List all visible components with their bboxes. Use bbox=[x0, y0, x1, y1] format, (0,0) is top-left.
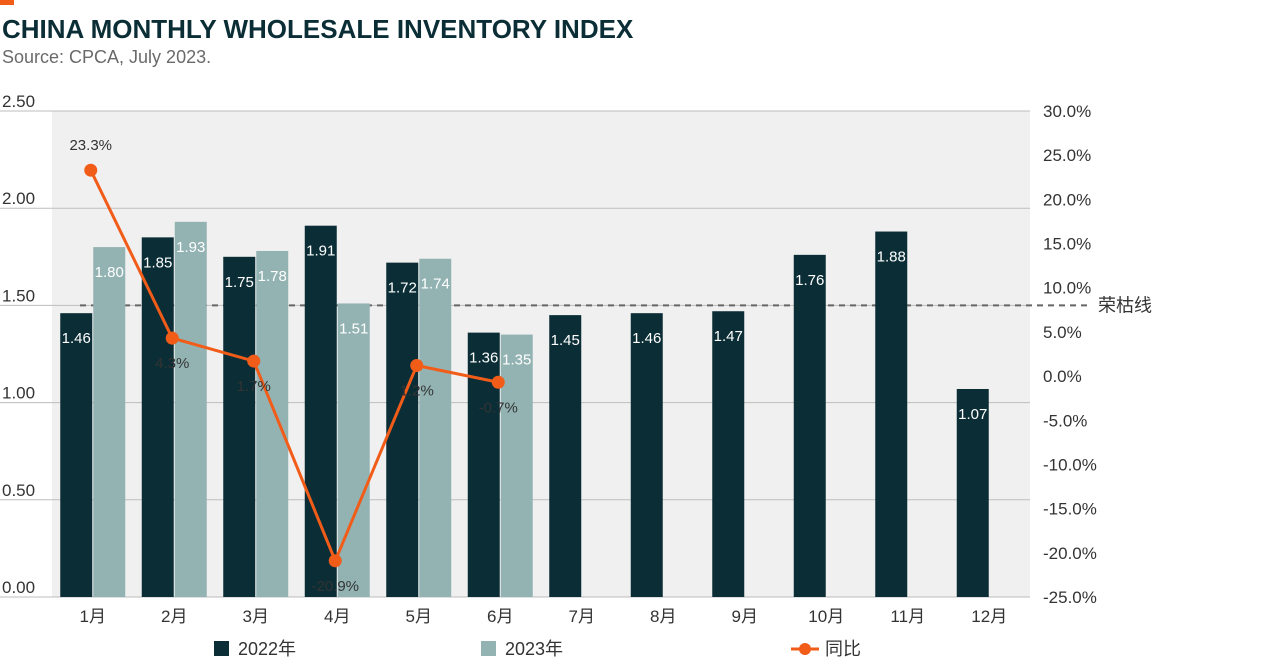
yoy-label: -20.9% bbox=[311, 578, 359, 595]
x-category-label: 5月 bbox=[406, 607, 432, 626]
bar-2023 bbox=[500, 334, 533, 597]
bar-2022 bbox=[141, 237, 174, 598]
y-right-tick-label: 20.0% bbox=[1043, 190, 1091, 209]
x-category-label: 2月 bbox=[161, 607, 187, 626]
yoy-label: 1.7% bbox=[237, 378, 271, 395]
yoy-label: 1.2% bbox=[400, 382, 434, 399]
bar-2022-label: 1.46 bbox=[62, 330, 91, 347]
x-category-label: 9月 bbox=[732, 607, 758, 626]
y-left-tick-label: 0.00 bbox=[2, 578, 35, 597]
bar-2023-label: 1.74 bbox=[421, 276, 450, 293]
y-right-tick-label: 0.0% bbox=[1043, 367, 1082, 386]
bar-2023-label: 1.51 bbox=[339, 320, 368, 337]
bar-2022 bbox=[223, 256, 256, 597]
bar-2023 bbox=[256, 250, 289, 597]
bar-2022 bbox=[630, 313, 663, 597]
legend-label-yoy: 同比 bbox=[825, 639, 861, 659]
y-right-tick-label: 15.0% bbox=[1043, 235, 1091, 254]
chart-source: Source: CPCA, July 2023. bbox=[2, 47, 212, 67]
x-category-label: 3月 bbox=[243, 607, 269, 626]
y-left-tick-label: 0.50 bbox=[2, 481, 35, 500]
bar-2022 bbox=[712, 311, 745, 597]
yoy-label: 4.3% bbox=[155, 355, 189, 372]
y-right-tick-label: -20.0% bbox=[1043, 544, 1097, 563]
bar-2022 bbox=[793, 254, 826, 597]
legend-swatch-2022 bbox=[214, 641, 229, 656]
bar-2022-label: 1.75 bbox=[225, 274, 254, 291]
y-left-tick-label: 2.00 bbox=[2, 189, 35, 208]
bar-2022 bbox=[60, 313, 93, 597]
y-left-tick-label: 2.50 bbox=[2, 92, 35, 111]
bar-2022 bbox=[467, 332, 500, 597]
legend-swatch-2023 bbox=[481, 641, 496, 656]
y-right-tick-label: -25.0% bbox=[1043, 588, 1097, 607]
y-right-tick-label: 30.0% bbox=[1043, 102, 1091, 121]
y-right-tick-label: -5.0% bbox=[1043, 411, 1087, 430]
bar-2023-label: 1.93 bbox=[176, 239, 205, 256]
chart-title: CHINA MONTHLY WHOLESALE INVENTORY INDEX bbox=[2, 14, 634, 44]
yoy-point bbox=[410, 358, 424, 372]
y-right-tick-label: -15.0% bbox=[1043, 500, 1097, 519]
yoy-point bbox=[328, 554, 342, 568]
bar-2022-label: 1.72 bbox=[388, 280, 417, 297]
y-right-tick-label: 10.0% bbox=[1043, 279, 1091, 298]
bar-2023 bbox=[93, 247, 126, 597]
bar-2023-label: 1.78 bbox=[258, 268, 287, 285]
yoy-point bbox=[84, 163, 98, 177]
bar-2023 bbox=[419, 258, 452, 597]
bar-2022 bbox=[386, 262, 419, 597]
legend-label-2022: 2022年 bbox=[238, 639, 296, 659]
yoy-point bbox=[247, 354, 261, 368]
yoy-label: 23.3% bbox=[69, 137, 112, 154]
y-left-tick-label: 1.50 bbox=[2, 286, 35, 305]
accent-mark bbox=[0, 0, 14, 5]
x-category-label: 8月 bbox=[650, 607, 676, 626]
x-category-label: 6月 bbox=[487, 607, 513, 626]
yoy-line bbox=[89, 169, 499, 565]
bar-2022-label: 1.07 bbox=[958, 406, 987, 423]
y-left-tick-label: 1.00 bbox=[2, 384, 35, 403]
y-right-tick-label: -10.0% bbox=[1043, 455, 1097, 474]
y-right-tick-label: 5.0% bbox=[1043, 323, 1082, 342]
bar-2022-label: 1.47 bbox=[714, 328, 743, 345]
bar-2023-label: 1.35 bbox=[502, 352, 531, 369]
y-right-tick-label: 25.0% bbox=[1043, 146, 1091, 165]
bar-2022 bbox=[875, 231, 908, 597]
bar-2022-label: 1.88 bbox=[877, 249, 906, 266]
yoy-point bbox=[491, 375, 505, 389]
x-category-label: 7月 bbox=[569, 607, 595, 626]
plot-background bbox=[52, 111, 1030, 597]
legend-marker-yoy bbox=[799, 643, 811, 655]
bar-2022-label: 1.36 bbox=[469, 350, 498, 367]
bar-2022 bbox=[304, 225, 337, 598]
legend-label-2023: 2023年 bbox=[505, 639, 563, 659]
reference-line-label: 荣枯线 bbox=[1098, 295, 1152, 315]
x-category-label: 12月 bbox=[971, 607, 1007, 626]
bar-2023 bbox=[337, 303, 370, 597]
yoy-label: -0.7% bbox=[479, 399, 518, 416]
bar-2022 bbox=[549, 315, 582, 597]
bar-2023 bbox=[174, 221, 207, 598]
bar-2022-label: 1.46 bbox=[632, 330, 661, 347]
bar-2022-label: 1.85 bbox=[143, 254, 172, 271]
bar-2022 bbox=[956, 388, 989, 597]
x-category-label: 1月 bbox=[80, 607, 106, 626]
x-category-label: 4月 bbox=[324, 607, 350, 626]
bar-2022-label: 1.45 bbox=[551, 332, 580, 349]
bar-2022-label: 1.76 bbox=[795, 272, 824, 289]
x-category-label: 11月 bbox=[890, 607, 925, 626]
bar-2022-label: 1.91 bbox=[306, 243, 335, 260]
x-category-label: 10月 bbox=[808, 607, 844, 626]
yoy-point bbox=[165, 331, 179, 345]
bar-2023-label: 1.80 bbox=[95, 264, 124, 281]
